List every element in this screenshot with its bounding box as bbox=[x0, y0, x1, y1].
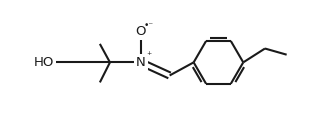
Text: •⁻: •⁻ bbox=[144, 21, 154, 30]
Text: HO: HO bbox=[34, 56, 54, 69]
Text: N: N bbox=[136, 56, 146, 69]
Text: ⁺: ⁺ bbox=[146, 51, 151, 61]
Text: O: O bbox=[136, 25, 146, 38]
